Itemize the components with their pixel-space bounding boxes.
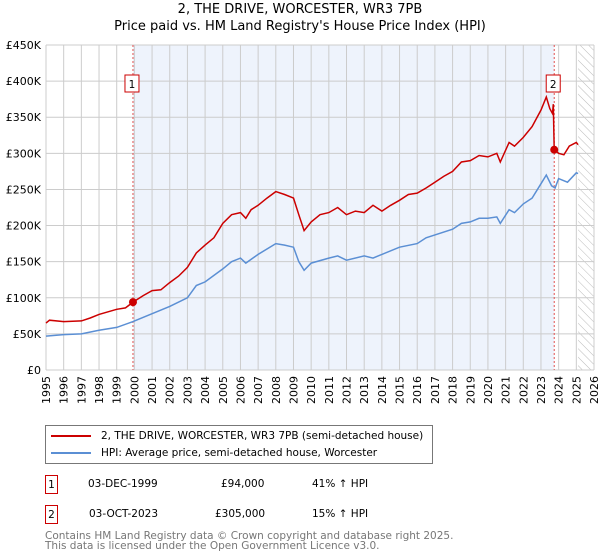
sale-hpi: 15% ↑ HPI	[312, 508, 369, 520]
footer: Contains HM Land Registry data © Crown c…	[45, 530, 454, 552]
sale-badge: 1	[45, 475, 58, 494]
x-tick-label: 1996	[58, 376, 71, 404]
y-tick-label: £50K	[13, 328, 42, 341]
sale-price: £94,000	[221, 478, 265, 490]
sale-date: 03-DEC-1999	[88, 478, 158, 490]
x-tick-label: 2025	[570, 376, 583, 404]
x-tick-label: 2019	[464, 376, 477, 404]
price-chart: 1995 1996 1997 1998 1999 2000 2001 2002 2003 2004…	[6, 39, 600, 404]
x-tick-label: 2003	[181, 376, 194, 404]
footer-copyright: Contains HM Land Registry data © Crown c…	[45, 530, 454, 542]
chart-subtitle: Price paid vs. HM Land Registry's House …	[114, 19, 486, 34]
hatched-future-region	[578, 45, 594, 370]
x-tick-label: 2023	[535, 376, 548, 404]
x-tick-label: 2024	[553, 376, 566, 404]
x-tick-label: 2009	[287, 376, 300, 404]
annotation-label: 1	[129, 79, 136, 91]
x-tick-label: 2010	[305, 376, 318, 404]
y-tick-label: £300K	[6, 147, 42, 160]
annotation-box	[545, 74, 561, 93]
y-tick-label: £450K	[6, 39, 42, 52]
x-tick-label: 2018	[447, 376, 460, 404]
x-tick-label: 2016	[411, 376, 424, 404]
x-tick-label: 2004	[199, 376, 212, 404]
annotation-label: 2	[550, 79, 557, 91]
sale-point	[128, 298, 137, 307]
x-tick-label: 2026	[588, 376, 600, 404]
x-tick-label: 1998	[93, 376, 106, 404]
x-tick-label: 1999	[111, 376, 124, 404]
x-tick-label: 1997	[75, 376, 88, 404]
y-tick-label: £350K	[6, 111, 42, 124]
y-tick-label: £0	[27, 364, 41, 377]
x-tick-label: 2007	[252, 376, 265, 404]
y-tick-label: £150K	[6, 256, 42, 269]
sale-price: £305,000	[215, 508, 266, 520]
x-tick-label: 2005	[217, 376, 230, 404]
x-tick-label: 2017	[429, 376, 442, 404]
x-tick-label: 2006	[234, 376, 247, 404]
legend-label: HPI: Average price, semi-detached house,…	[101, 447, 378, 459]
x-tick-label: 2000	[128, 376, 141, 404]
x-tick-label: 2012	[341, 376, 354, 404]
x-tick-label: 1995	[40, 376, 53, 404]
sale-point	[550, 145, 559, 154]
shaded-ownership-period	[132, 45, 555, 370]
x-tick-label: 2002	[164, 376, 177, 404]
legend-label: 2, THE DRIVE, WORCESTER, WR3 7PB (semi-d…	[101, 430, 424, 442]
sale-badge: 2	[45, 505, 58, 524]
x-tick-label: 2022	[517, 376, 530, 404]
sale-row: 1 03-DEC-1999 £94,000 41% ↑ HPI	[45, 475, 445, 495]
x-tick-label: 2021	[500, 376, 513, 404]
sale-hpi: 41% ↑ HPI	[312, 478, 369, 490]
x-tick-label: 2014	[376, 376, 389, 404]
property-price-line	[45, 94, 579, 324]
legend-item-hpi: HPI: Average price, semi-detached house,…	[51, 447, 377, 459]
x-tick-label: 2008	[270, 376, 283, 404]
y-tick-label: £100K	[6, 292, 42, 305]
y-tick-label: £400K	[6, 75, 42, 88]
chart-title: 2, THE DRIVE, WORCESTER, WR3 7PB	[177, 2, 423, 17]
legend: 2, THE DRIVE, WORCESTER, WR3 7PB (semi-d…	[45, 425, 433, 464]
x-tick-label: 2020	[482, 376, 495, 404]
blue-line-swatch-icon	[51, 452, 91, 454]
footer-licence: This data is licensed under the Open Gov…	[45, 540, 380, 552]
x-tick-label: 2001	[146, 376, 159, 404]
y-tick-label: £250K	[6, 183, 42, 196]
x-tick-label: 2015	[394, 376, 407, 404]
hpi-line	[45, 171, 579, 337]
red-line-swatch-icon	[51, 435, 91, 437]
legend-item-property: 2, THE DRIVE, WORCESTER, WR3 7PB (semi-d…	[51, 430, 423, 442]
x-tick-label: 2011	[323, 376, 336, 404]
annotation-box	[124, 74, 140, 93]
x-tick-label: 2013	[358, 376, 371, 404]
sale-row: 2 03-OCT-2023 £305,000 15% ↑ HPI	[45, 505, 445, 525]
y-tick-label: £200K	[6, 220, 42, 233]
sale-date: 03-OCT-2023	[89, 508, 158, 520]
